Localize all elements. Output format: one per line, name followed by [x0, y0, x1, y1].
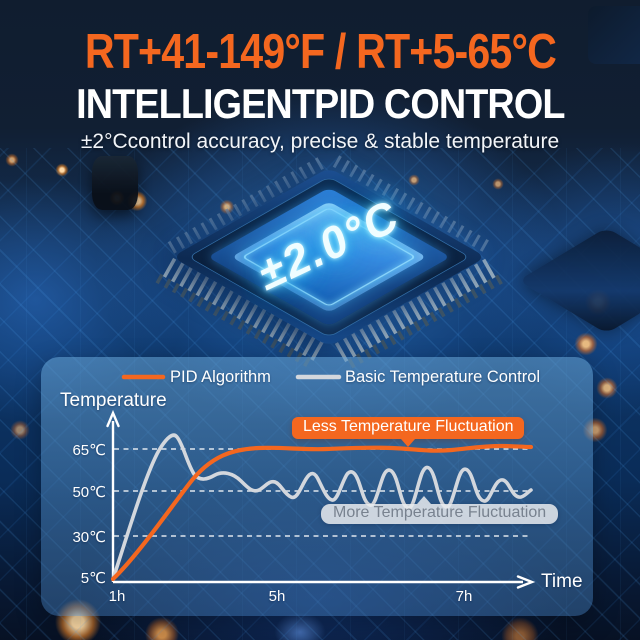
corner-chip-decoration — [588, 6, 640, 64]
y-tick-30: 30℃ — [72, 529, 106, 546]
y-tick-5: 5℃ — [80, 570, 106, 587]
x-tick-7h: 7h — [455, 588, 473, 605]
temperature-range-text: RT+41-149°F / RT+5-65°C — [84, 25, 556, 79]
legend-label-basic: Basic Temperature Control — [345, 368, 541, 386]
y-tick-50: 50℃ — [72, 484, 106, 501]
annotation-more-fluctuation: More Temperature Fluctuation — [321, 496, 559, 524]
x-tick-5h: 5h — [268, 588, 286, 605]
main-headline: INTELLIGENTPID CONTROL — [0, 80, 640, 128]
y-axis-label: Temperature — [60, 390, 167, 411]
legend-label-pid: PID Algorithm — [170, 368, 271, 386]
capacitor-decoration — [92, 156, 138, 210]
y-tick-65: 65℃ — [72, 442, 106, 459]
main-headline-text: INTELLIGENTPID CONTROL — [75, 80, 565, 127]
temperature-range-headline: RT+41-149°F / RT+5-65°C — [0, 24, 640, 80]
x-axis-label: Time — [541, 571, 583, 592]
x-tick-1h: 1h — [108, 588, 126, 605]
annotation-less-fluctuation: Less Temperature Fluctuation — [292, 417, 525, 447]
subtitle: ±2°Ccontrol accuracy, precise & stable t… — [80, 130, 560, 153]
